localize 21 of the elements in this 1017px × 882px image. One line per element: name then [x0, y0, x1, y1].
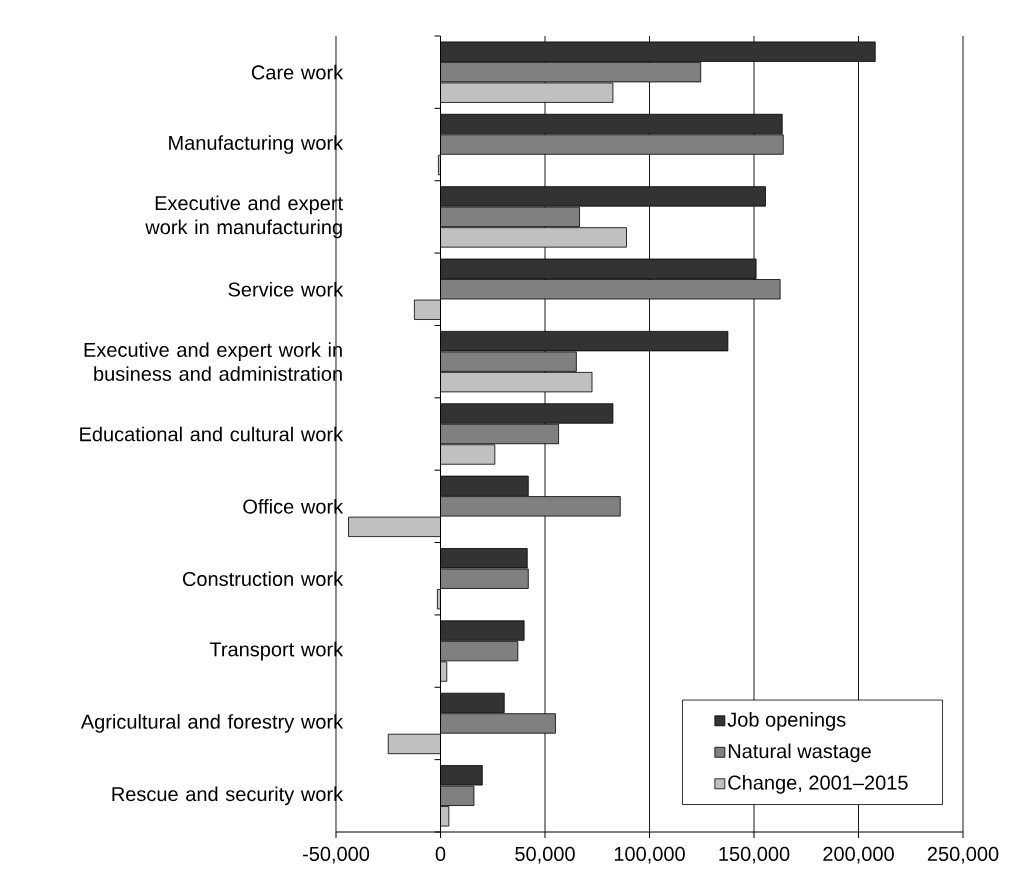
legend-label: Job openings [727, 712, 846, 731]
x-tick-label: -50,000 [302, 846, 370, 864]
y-tick-label: Transport work [209, 641, 344, 661]
y-tick-label: Construction work [182, 571, 344, 587]
x-tick-label: 100,000 [614, 846, 685, 864]
x-tick-label: 50,000 [515, 846, 575, 864]
legend-label: Natural wastage [728, 743, 871, 763]
y-tick-label: Executive and expert work in manufacturing [145, 195, 343, 239]
y-tick-label: Agricultural and forestry work [80, 714, 344, 733]
y-tick-label: Manufacturing work [169, 135, 344, 154]
y-tick-label: Rescue and security work [112, 786, 344, 806]
y-tick-label: Care work [251, 64, 344, 80]
y-tick-label: Executive and expert work in business and administration [84, 342, 342, 381]
x-tick-label: 0 [435, 846, 446, 862]
legend-label: Change, 2001–2015 [728, 775, 908, 794]
x-tick-label: 150,000 [719, 846, 790, 864]
y-tick-label: Office work [243, 499, 344, 514]
y-tick-label: Service work [228, 281, 344, 297]
y-tick-label: Educational and cultural work [80, 426, 344, 442]
x-tick-label: 250,000 [927, 846, 999, 864]
x-tick-label: 200,000 [823, 846, 894, 864]
